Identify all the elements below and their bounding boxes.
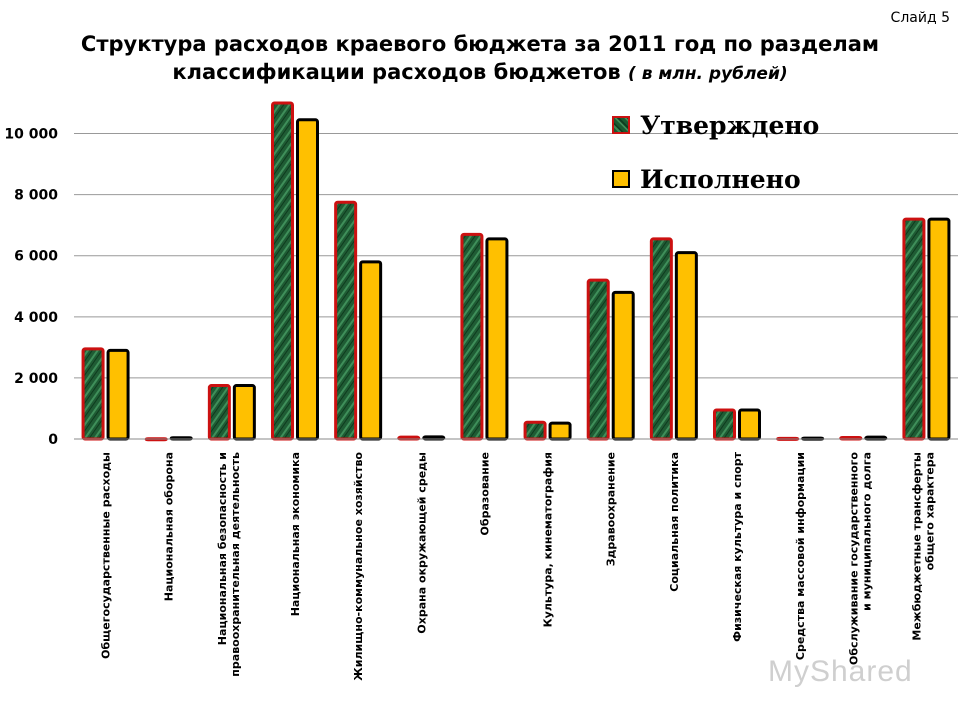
bar-approved bbox=[713, 408, 736, 441]
bar-executed bbox=[106, 348, 130, 441]
x-tick-label: Здравоохранение bbox=[605, 452, 618, 566]
bar-approved bbox=[649, 237, 673, 441]
bar-executed bbox=[359, 260, 383, 441]
bar-executed bbox=[548, 421, 572, 441]
x-axis: Общегосударственные расходы Национальная … bbox=[74, 438, 958, 681]
y-tick-label: 6 000 bbox=[14, 249, 58, 265]
legend: Утверждено Исполнено bbox=[612, 108, 819, 216]
y-tick-label: 0 bbox=[48, 432, 58, 448]
x-tick-label: Физическая культура и спорт bbox=[731, 451, 744, 641]
x-tick-label: Образование bbox=[478, 452, 491, 535]
x-tick-label: Социальная политика bbox=[668, 452, 681, 592]
x-tick-label: Национальная оборона bbox=[163, 452, 176, 601]
bar-executed bbox=[611, 290, 635, 441]
bar-executed bbox=[674, 251, 698, 441]
chart-title-main: Структура расходов краевого бюджета за 2… bbox=[80, 32, 880, 84]
legend-item-approved: Утверждено bbox=[612, 108, 819, 142]
y-tick-label: 2 000 bbox=[14, 371, 58, 387]
legend-label-approved: Утверждено bbox=[640, 110, 820, 140]
x-tick-label: Национальная экономика bbox=[289, 452, 302, 616]
x-tick-label: Средства массовой информации bbox=[794, 452, 807, 660]
bar-executed bbox=[232, 384, 256, 441]
x-tick-label: Общегосударственные расходы bbox=[100, 452, 113, 659]
y-axis: 0 2 000 4 000 6 000 8 000 10 000 bbox=[4, 127, 58, 448]
x-tick-label: Культура, кинематография bbox=[542, 452, 555, 627]
bars bbox=[81, 101, 951, 442]
bar-approved bbox=[334, 200, 358, 441]
bar-approved bbox=[271, 101, 294, 441]
chart-title-units: ( в млн. рублей) bbox=[628, 64, 788, 84]
y-tick-label: 10 000 bbox=[4, 127, 58, 143]
bar-executed bbox=[927, 217, 951, 441]
bar-approved bbox=[902, 217, 926, 441]
legend-swatch-executed bbox=[612, 170, 630, 188]
x-tick-label: Жилищно-коммунальное хозяйство bbox=[352, 452, 365, 681]
y-tick-label: 8 000 bbox=[14, 188, 58, 204]
x-tick-label: Национальная безопасность иправоохраните… bbox=[216, 452, 242, 677]
gridlines bbox=[74, 133, 958, 440]
bar-approved bbox=[207, 384, 231, 441]
legend-label-executed: Исполнено bbox=[640, 164, 801, 194]
bar-executed bbox=[296, 118, 319, 441]
bar-approved bbox=[460, 232, 484, 441]
legend-item-executed: Исполнено bbox=[612, 162, 819, 196]
x-tick-label: Межбюджетные трансфертыобщего характера bbox=[910, 452, 936, 641]
bar-executed bbox=[485, 237, 509, 441]
legend-swatch-approved bbox=[612, 116, 630, 134]
bar-approved bbox=[81, 347, 105, 441]
chart-title: Структура расходов краевого бюджета за 2… bbox=[40, 30, 920, 88]
bar-approved bbox=[523, 420, 547, 441]
slide-number: Слайд 5 bbox=[890, 10, 950, 26]
y-tick-label: 4 000 bbox=[14, 310, 58, 326]
bar-approved bbox=[586, 278, 610, 441]
bar-executed bbox=[738, 408, 761, 441]
watermark-logo: MyShared bbox=[768, 655, 913, 688]
x-tick-label: Охрана окружающей среды bbox=[415, 452, 428, 634]
x-tick-label: Обслуживание государственногои муниципал… bbox=[847, 452, 873, 665]
